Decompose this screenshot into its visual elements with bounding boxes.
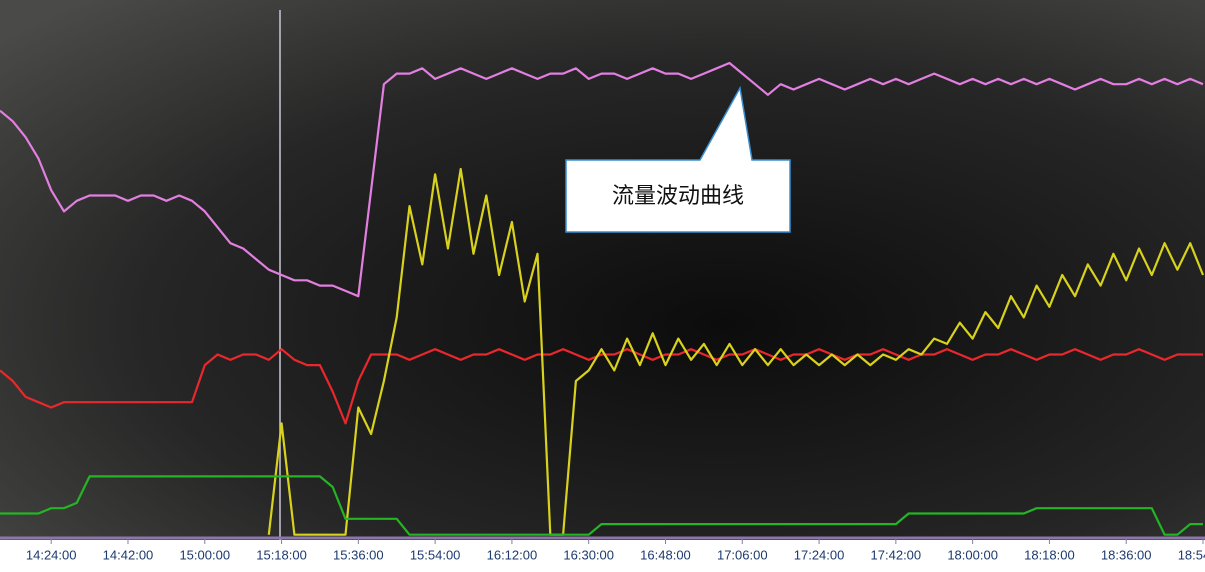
x-tick-label: 16:30:00: [563, 547, 614, 562]
x-tick-label: 17:24:00: [794, 547, 845, 562]
plot-background: [0, 0, 1205, 540]
x-tick-label: 18:54:00: [1178, 547, 1205, 562]
x-tick-label: 18:18:00: [1024, 547, 1075, 562]
x-tick-label: 18:36:00: [1101, 547, 1152, 562]
x-tick-label: 15:18:00: [256, 547, 307, 562]
x-tick-label: 16:48:00: [640, 547, 691, 562]
annotation: 流量波动曲线: [612, 184, 744, 209]
x-tick-label: 18:00:00: [947, 547, 998, 562]
x-tick-label: 14:24:00: [26, 547, 77, 562]
x-tick-label: 17:06:00: [717, 547, 768, 562]
x-ticks: 14:24:00 14:42:00 15:00:00 15:18:00 15:36:00…: [26, 539, 1205, 562]
page: {"chart_data": {"type": "line", "annotat…: [0, 0, 1205, 572]
x-tick-label: 16:12:00: [487, 547, 538, 562]
x-tick-label: 15:54:00: [410, 547, 461, 562]
x-tick-label: 14:42:00: [103, 547, 154, 562]
x-tick-label: 15:00:00: [179, 547, 230, 562]
x-tick-label: 17:42:00: [871, 547, 922, 562]
x-tick-label: 15:36:00: [333, 547, 384, 562]
chart: 14:24:00 14:42:00 15:00:00 15:18:00 15:36:00…: [0, 0, 1205, 572]
